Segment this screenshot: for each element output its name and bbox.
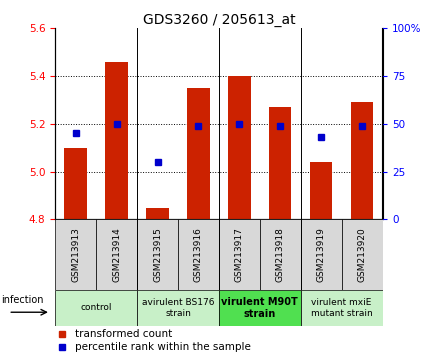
Text: GSM213918: GSM213918: [276, 227, 285, 282]
Text: transformed count: transformed count: [75, 329, 172, 339]
Bar: [310, 162, 332, 219]
Text: control: control: [80, 303, 112, 313]
Text: GSM213920: GSM213920: [357, 228, 366, 282]
Bar: [342, 219, 383, 290]
Bar: [137, 219, 178, 290]
Bar: [178, 219, 219, 290]
Text: virulent mxiE
mutant strain: virulent mxiE mutant strain: [311, 298, 372, 318]
Bar: [219, 290, 300, 326]
Bar: [260, 219, 300, 290]
Text: GSM213917: GSM213917: [235, 227, 244, 282]
Text: GSM213916: GSM213916: [194, 227, 203, 282]
Bar: [65, 148, 87, 219]
Bar: [96, 219, 137, 290]
Text: virulent M90T
strain: virulent M90T strain: [221, 297, 298, 319]
Text: GSM213914: GSM213914: [112, 228, 121, 282]
Bar: [351, 102, 373, 219]
Text: GSM213913: GSM213913: [71, 227, 80, 282]
Bar: [187, 88, 210, 219]
Text: GSM213915: GSM213915: [153, 227, 162, 282]
Bar: [55, 219, 96, 290]
Text: infection: infection: [1, 295, 44, 305]
Bar: [300, 290, 382, 326]
Text: avirulent BS176
strain: avirulent BS176 strain: [142, 298, 214, 318]
Text: percentile rank within the sample: percentile rank within the sample: [75, 342, 251, 352]
Title: GDS3260 / 205613_at: GDS3260 / 205613_at: [142, 13, 295, 27]
Text: GSM213919: GSM213919: [317, 227, 326, 282]
Bar: [105, 62, 128, 219]
Bar: [300, 219, 342, 290]
Bar: [269, 107, 292, 219]
Bar: [228, 76, 251, 219]
Bar: [219, 219, 260, 290]
Bar: [146, 207, 169, 219]
Bar: [55, 290, 137, 326]
Bar: [137, 290, 219, 326]
